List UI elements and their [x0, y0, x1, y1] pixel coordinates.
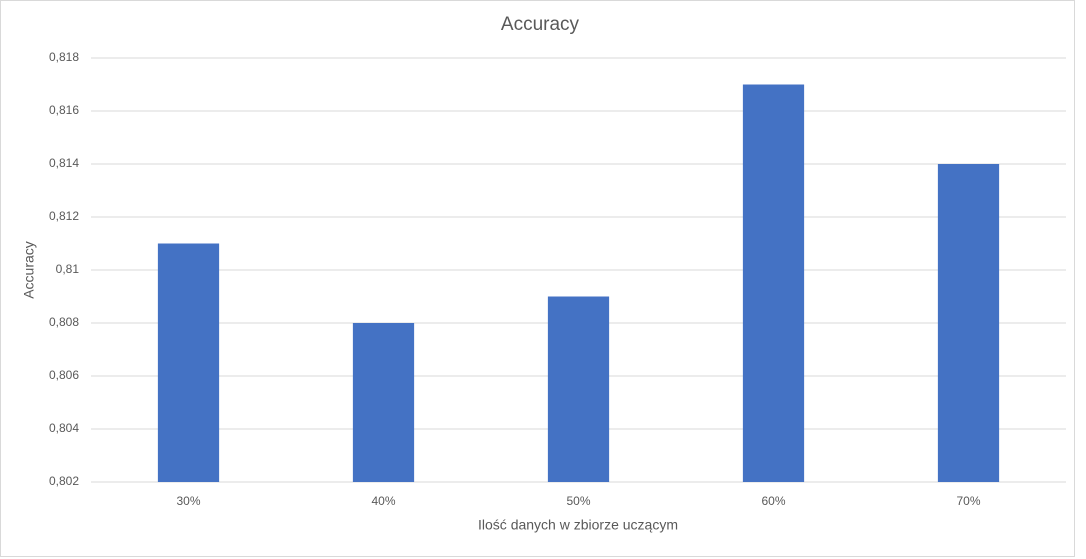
bar: [352, 323, 415, 482]
bar: [157, 243, 220, 482]
y-tick-label: 0,81: [56, 262, 80, 276]
y-tick-label: 0,812: [49, 209, 79, 223]
x-tick-label: 30%: [176, 494, 200, 508]
y-tick-label: 0,816: [49, 103, 79, 117]
x-tick-label: 50%: [566, 494, 590, 508]
y-tick-label: 0,804: [49, 421, 79, 435]
y-tick-label: 0,808: [49, 315, 79, 329]
y-tick-label: 0,818: [49, 50, 79, 64]
chart-title: Accuracy: [501, 14, 580, 35]
bar: [937, 164, 1000, 482]
y-axis-title: Accuracy: [21, 241, 37, 299]
bar: [742, 84, 805, 482]
x-tick-label: 40%: [371, 494, 395, 508]
y-tick-label: 0,814: [49, 156, 79, 170]
bar: [547, 296, 610, 482]
y-tick-label: 0,806: [49, 368, 79, 382]
x-tick-label: 60%: [761, 494, 785, 508]
x-tick-label: 70%: [956, 494, 980, 508]
y-tick-label: 0,802: [49, 474, 79, 488]
x-axis-title: Ilość danych w zbiorze uczącym: [478, 517, 678, 533]
